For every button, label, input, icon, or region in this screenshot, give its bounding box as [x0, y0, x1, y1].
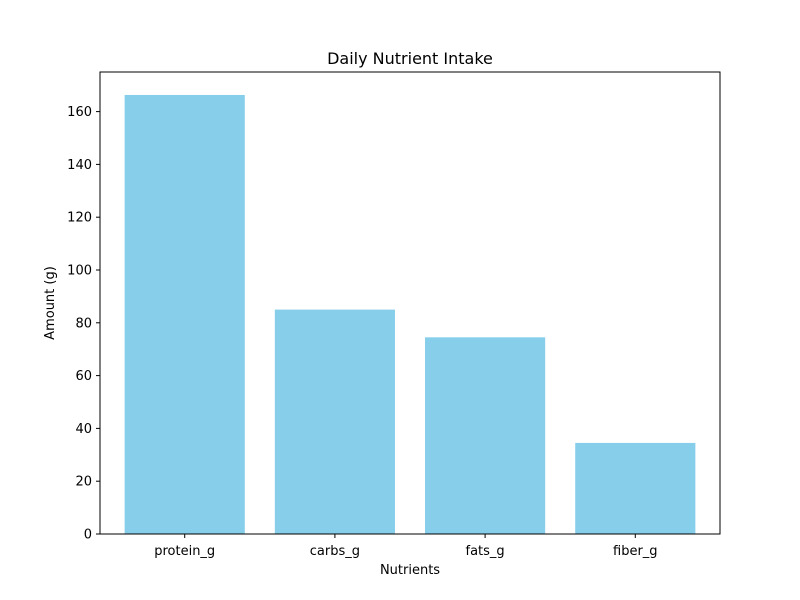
y-axis-label: Amount (g) — [43, 266, 58, 340]
bar-fiber_g — [575, 442, 696, 534]
chart-title: Daily Nutrient Intake — [327, 49, 493, 68]
plot-area-frame — [99, 71, 721, 535]
y-tick-label: 120 — [67, 211, 92, 226]
y-tick-label: 100 — [67, 264, 92, 279]
y-tick-label: 80 — [75, 316, 92, 331]
y-tick-label: 60 — [75, 369, 92, 384]
y-tick-label: 0 — [84, 528, 92, 543]
bar-carbs_g — [274, 309, 395, 534]
y-tick-label: 40 — [75, 422, 92, 437]
x-tick-label: fats_g — [466, 544, 505, 559]
x-tick-label: carbs_g — [310, 544, 360, 559]
x-tick-label: protein_g — [154, 544, 215, 559]
y-axis: 0 20 40 60 80 100 120 140 160 — [67, 105, 100, 543]
x-tick-label: fiber_g — [613, 544, 658, 559]
x-axis: protein_g carbs_g fats_g fiber_g — [154, 534, 658, 559]
y-tick-label: 20 — [75, 475, 92, 490]
bars-layer — [124, 94, 696, 534]
x-axis-label: Nutrients — [380, 563, 440, 578]
y-tick-label: 140 — [67, 158, 92, 173]
bar-protein_g — [124, 94, 245, 534]
y-tick-label: 160 — [67, 105, 92, 120]
bar-fats_g — [425, 337, 546, 534]
